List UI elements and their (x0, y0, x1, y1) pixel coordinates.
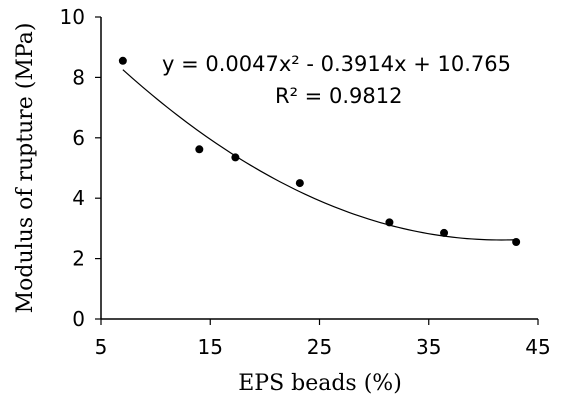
data-point (195, 145, 204, 154)
y-ticks: 0 2 4 6 8 10 (60, 5, 101, 331)
data-point (385, 218, 394, 227)
r-squared-label: R² = 0.9812 (275, 84, 402, 108)
trendline-equation: y = 0.0047x² - 0.3914x + 10.765 (162, 52, 511, 76)
x-tick-label: 15 (198, 335, 223, 359)
y-tick-label: 6 (72, 126, 85, 150)
y-tick-label: 10 (60, 5, 85, 29)
y-tick-label: 8 (72, 65, 85, 89)
data-point (440, 228, 449, 237)
x-tick-label: 25 (307, 335, 332, 359)
y-tick-label: 4 (72, 186, 85, 210)
data-point (512, 237, 521, 246)
data-point (295, 179, 304, 188)
y-axis-title: Modulus of rupture (MPa) (13, 23, 38, 314)
y-tick-label: 2 (72, 247, 85, 271)
x-tick-label: 5 (95, 335, 108, 359)
x-ticks: 5 15 25 35 45 (95, 319, 551, 359)
x-tick-label: 35 (416, 335, 441, 359)
x-axis-title: EPS beads (%) (238, 371, 402, 396)
y-tick-label: 0 (72, 307, 85, 331)
data-point (118, 56, 127, 65)
trendline (122, 69, 517, 241)
data-points (118, 56, 521, 246)
data-point (231, 153, 240, 162)
x-tick-label: 45 (525, 335, 550, 359)
